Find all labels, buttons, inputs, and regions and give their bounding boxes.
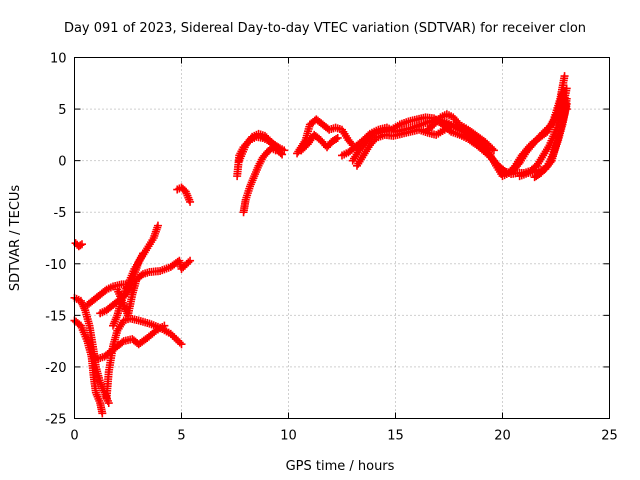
data-point: [278, 150, 287, 159]
series-arc-e: [102, 314, 186, 402]
chart-title: Day 091 of 2023, Sidereal Day-to-day VTE…: [64, 21, 586, 36]
series-arc-u: [530, 99, 571, 182]
y-tick-label: -20: [45, 361, 66, 376]
series-arc-r: [348, 89, 571, 178]
data-point: [562, 84, 571, 93]
y-tick-label: 0: [58, 155, 66, 170]
x-tick-label: 20: [494, 429, 511, 444]
data-points: [70, 72, 571, 418]
data-point: [104, 399, 113, 408]
x-tick-label: 5: [177, 429, 185, 444]
data-point: [177, 340, 186, 349]
y-tick-label: -25: [45, 413, 66, 428]
series-arc-s: [423, 110, 498, 155]
x-tick-label: 10: [280, 429, 297, 444]
series-arc-j: [173, 183, 195, 206]
data-point: [562, 99, 571, 108]
y-axis-label: SDTVAR / TECUs: [8, 185, 23, 292]
y-tick-label: -5: [54, 206, 67, 221]
y-tick-label: 5: [58, 103, 66, 118]
data-point: [560, 72, 569, 81]
x-tick-label: 0: [70, 429, 78, 444]
x-tick-label: 15: [387, 429, 404, 444]
x-axis-label: GPS time / hours: [286, 459, 395, 474]
x-tick-label: 25: [601, 429, 618, 444]
series-arc-f: [87, 321, 169, 363]
y-tick-label: -15: [45, 309, 66, 324]
y-tick-label: 10: [50, 52, 67, 67]
data-point: [98, 409, 107, 418]
axis-ticks: 0 5 10 15 20 25 -25 -20 -15 -10 -5 0 5 10: [45, 52, 618, 444]
data-point: [333, 133, 342, 142]
data-point: [489, 146, 498, 155]
y-tick-label: -10: [45, 258, 66, 273]
series-arc-m: [235, 129, 287, 165]
plot-frame: [74, 57, 610, 419]
series-arc-o: [297, 130, 342, 155]
series-arc-l: [239, 144, 280, 217]
data-point: [77, 240, 86, 249]
data-point: [160, 321, 169, 330]
series-arc-a: [71, 239, 86, 251]
grid: [74, 57, 610, 419]
data-point: [138, 249, 147, 258]
series-arc-i: [96, 249, 147, 318]
data-point: [186, 197, 195, 206]
data-point: [186, 256, 195, 265]
data-point: [153, 221, 162, 230]
